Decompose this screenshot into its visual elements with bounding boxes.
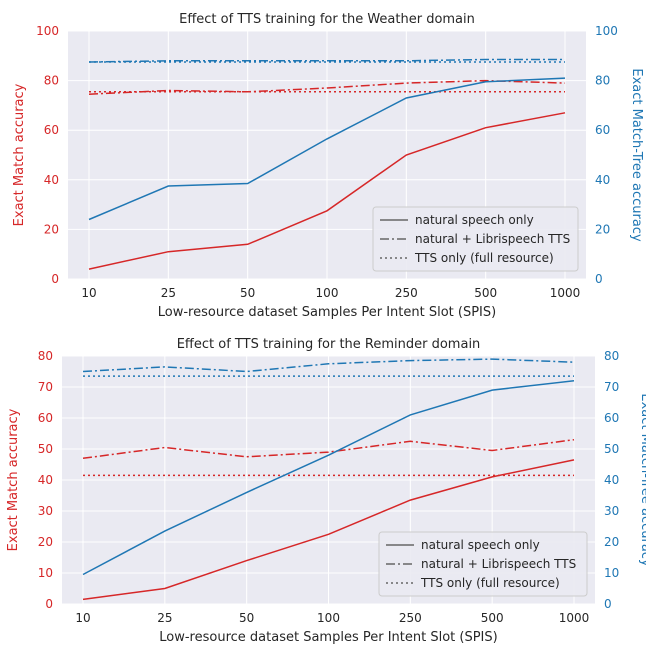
x-tick-label: 500 (474, 286, 497, 300)
y-tick-label-right: 50 (604, 442, 619, 456)
legend-label: TTS only (full resource) (414, 251, 554, 265)
y-tick-label-right: 80 (595, 74, 610, 88)
y-tick-label-left: 10 (38, 566, 53, 580)
y-tick-label-right: 0 (595, 272, 603, 286)
y-tick-label-right: 70 (604, 380, 619, 394)
x-tick-label: 10 (75, 611, 90, 625)
x-tick-label: 25 (161, 286, 176, 300)
y-tick-label-left: 50 (38, 442, 53, 456)
y-tick-label-right: 0 (604, 597, 612, 611)
series-line-red-solid (88, 112, 566, 270)
x-tick-label: 500 (481, 611, 504, 625)
x-tick-label: 100 (316, 286, 339, 300)
x-tick-label: 250 (399, 611, 422, 625)
chart-title: Effect of TTS training for the Weather d… (179, 12, 475, 27)
y-tick-label-left: 60 (38, 411, 53, 425)
y-tick-label-right: 20 (604, 535, 619, 549)
y-tick-label-left: 0 (45, 597, 53, 611)
legend-label: natural speech only (415, 213, 534, 227)
legend-label: natural + Librispeech TTS (415, 232, 570, 246)
x-tick-label: 1000 (559, 611, 590, 625)
y-tick-label-right: 40 (604, 473, 619, 487)
y-tick-label-right: 40 (595, 173, 610, 187)
y-tick-label-right: 10 (604, 566, 619, 580)
legend-label: natural + Librispeech TTS (421, 557, 576, 571)
legend-label: natural speech only (421, 538, 540, 552)
y-axis-label-right: Exact Match-Tree accuracy (638, 393, 646, 567)
x-tick-label: 25 (157, 611, 172, 625)
y-tick-label-left: 40 (38, 473, 53, 487)
chart-panel-1: 0 0 20 20 40 40 60 60 80 80 100 100 10 25 50 100 250 500 1… (12, 12, 644, 320)
x-tick-label: 1000 (550, 286, 581, 300)
y-tick-label-left: 80 (38, 349, 53, 363)
series-line-red-dashdot (82, 438, 575, 460)
series-line-red-solid (82, 459, 575, 601)
y-tick-label-right: 60 (595, 123, 610, 137)
series-line-blue-dashdot (82, 358, 575, 373)
series-line-blue-solid (82, 380, 575, 576)
x-axis-label: Low-resource dataset Samples Per Intent … (158, 305, 496, 320)
y-axis-label-left: Exact Match accuracy (6, 408, 21, 551)
series-line-red-dashdot (88, 79, 566, 95)
legend-label: TTS only (full resource) (420, 576, 560, 590)
y-axis-label-right: Exact Match-Tree accuracy (629, 68, 644, 242)
y-tick-label-left: 100 (36, 24, 59, 38)
x-axis-label: Low-resource dataset Samples Per Intent … (159, 630, 497, 645)
legend: natural speech only natural + Librispeech… (378, 531, 588, 597)
y-tick-label-left: 40 (44, 173, 59, 187)
series-line-blue-dashdot (88, 58, 565, 63)
y-tick-label-right: 100 (595, 24, 618, 38)
y-tick-label-left: 20 (38, 535, 53, 549)
y-axis-label-left: Exact Match accuracy (12, 83, 27, 226)
x-tick-label: 250 (395, 286, 418, 300)
y-tick-label-left: 30 (38, 504, 53, 518)
y-tick-label-right: 20 (595, 222, 610, 236)
y-tick-label-left: 70 (38, 380, 53, 394)
legend: natural speech only natural + Librispeech… (372, 206, 579, 272)
y-tick-label-left: 80 (44, 74, 59, 88)
y-tick-label-right: 30 (604, 504, 619, 518)
x-tick-label: 10 (81, 286, 96, 300)
x-tick-label: 100 (317, 611, 340, 625)
x-tick-label: 50 (240, 286, 255, 300)
series-line-blue-solid (88, 77, 566, 221)
chart-panel-2: 0 0 10 10 20 20 30 30 40 40 50 50 60 60 70 70 80 80 10 25 50… (6, 337, 646, 645)
y-tick-label-left: 60 (44, 123, 59, 137)
chart-title: Effect of TTS training for the Reminder … (177, 337, 481, 352)
y-tick-label-right: 60 (604, 411, 619, 425)
x-tick-label: 50 (239, 611, 254, 625)
y-tick-label-left: 0 (51, 272, 59, 286)
y-tick-label-left: 20 (44, 222, 59, 236)
y-tick-label-right: 80 (604, 349, 619, 363)
